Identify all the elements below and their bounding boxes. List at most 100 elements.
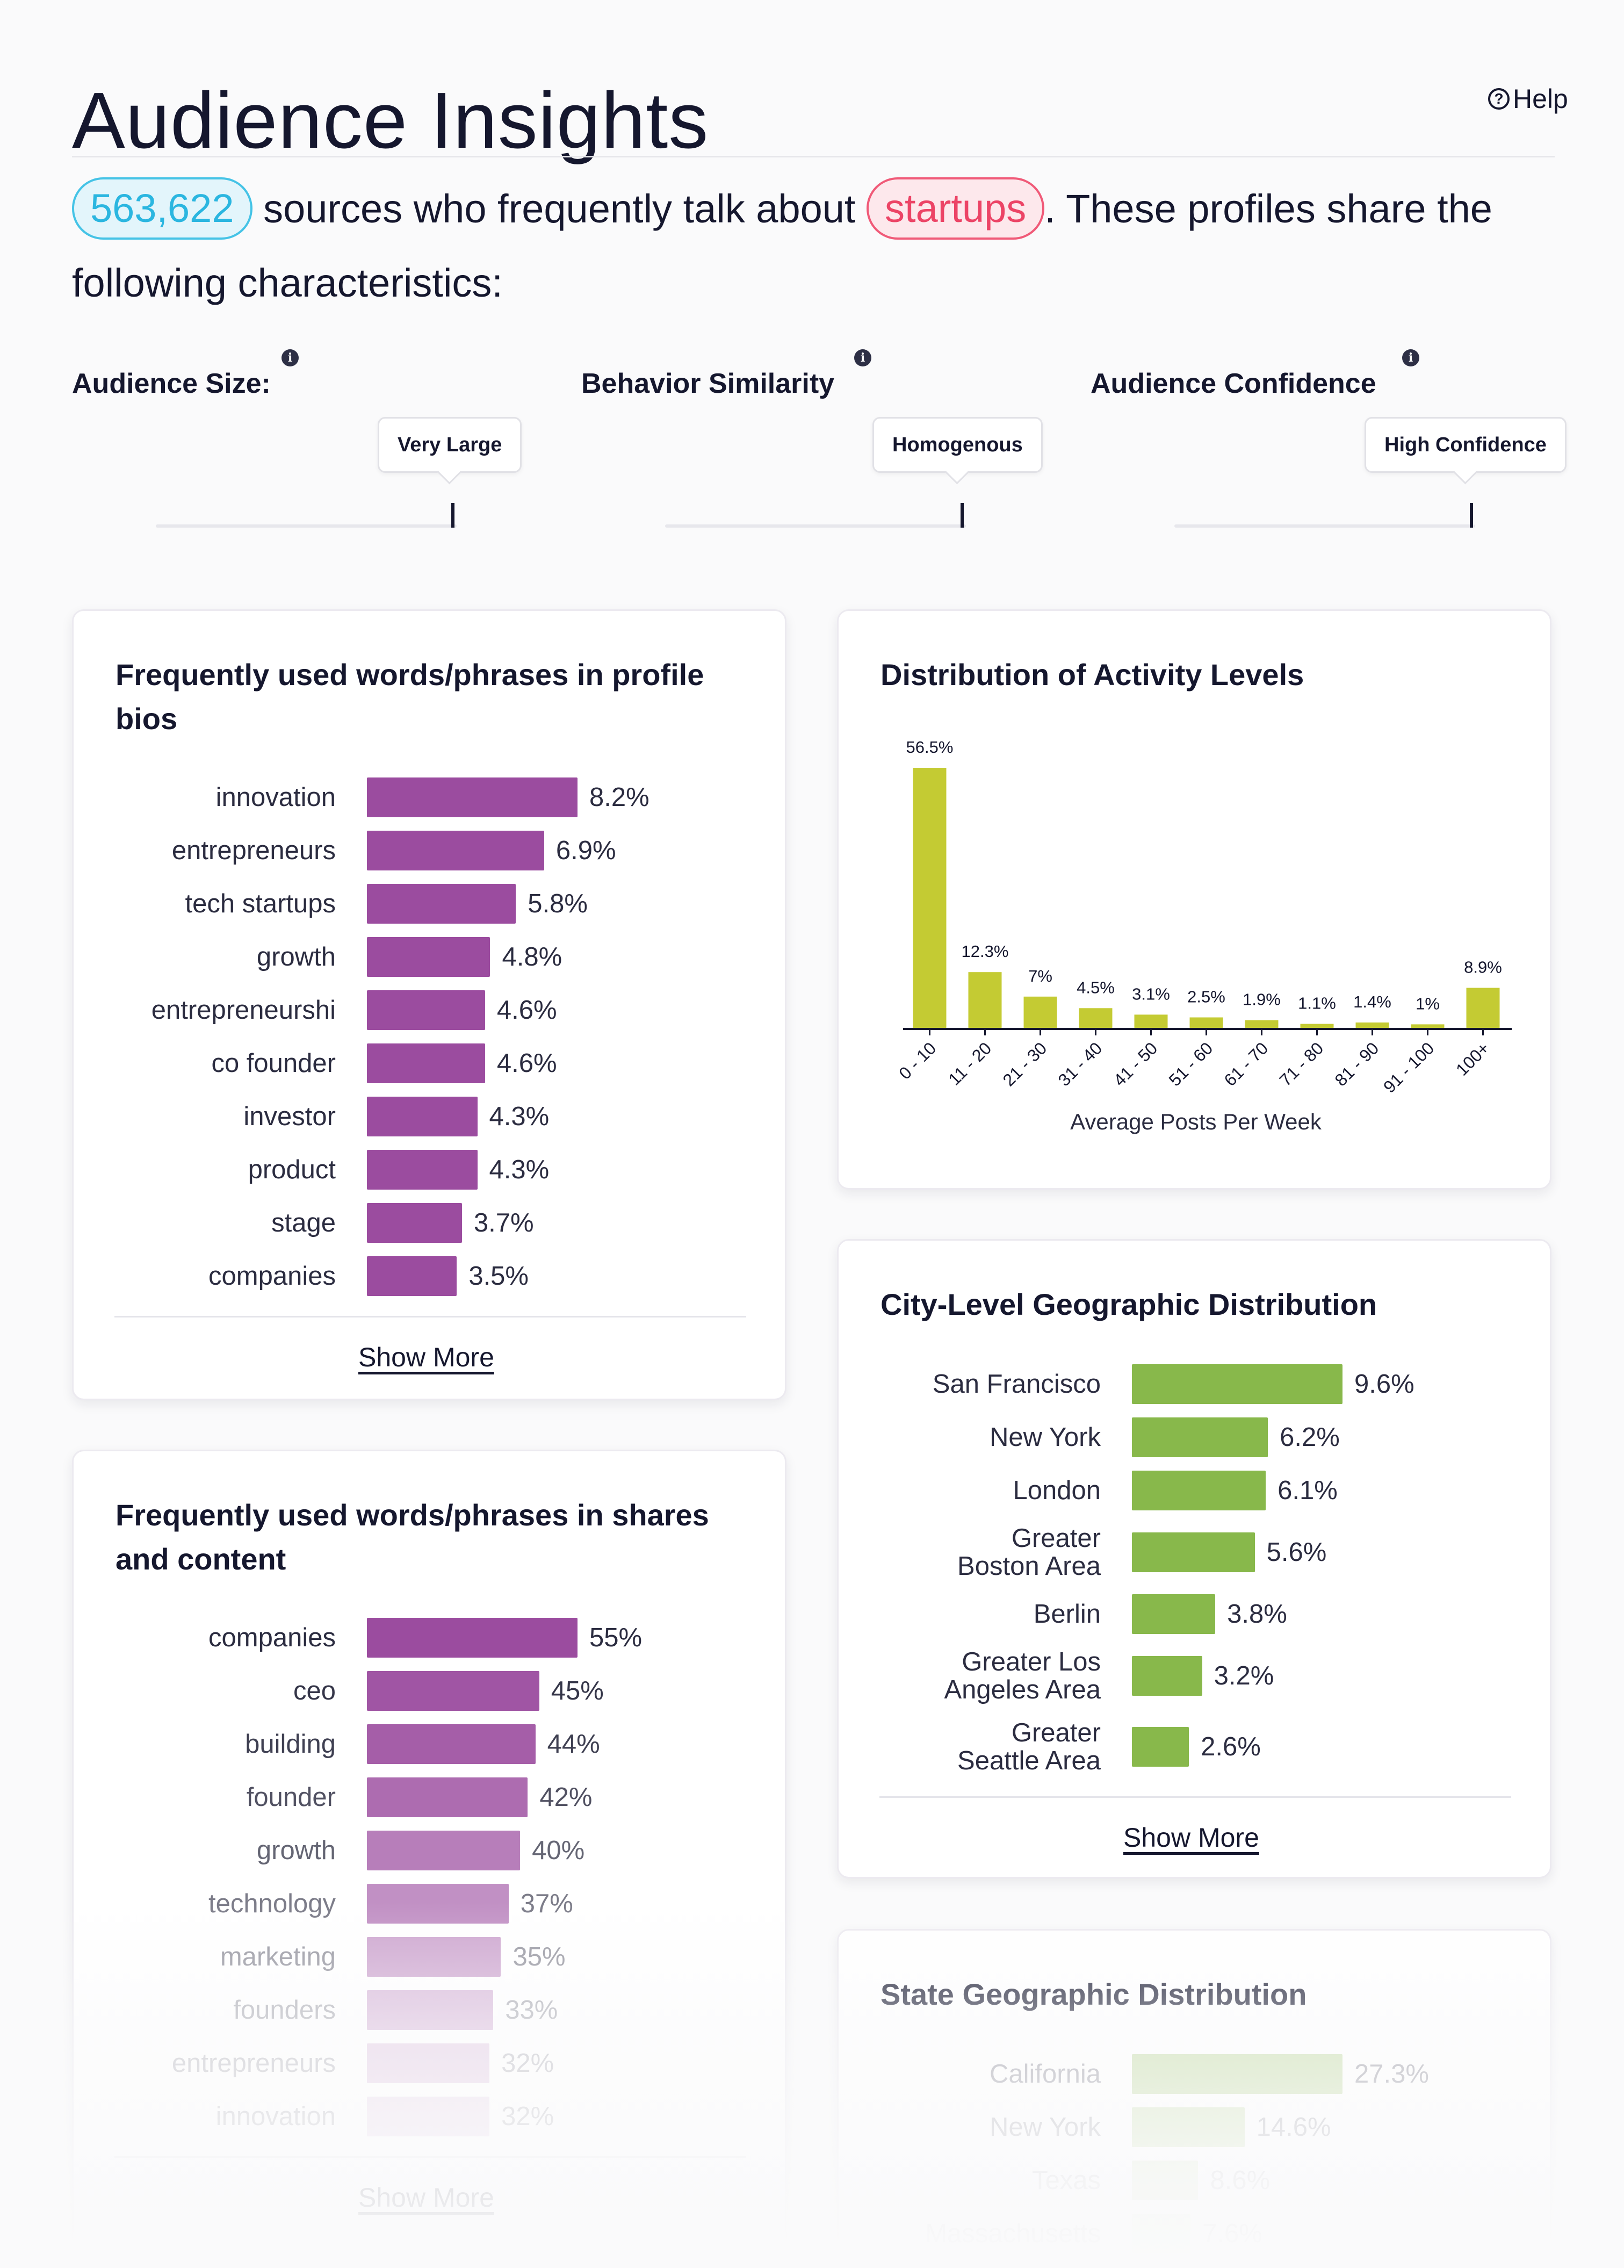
card-divider: [114, 1316, 746, 1317]
bar: [367, 1884, 509, 1924]
intro-sentence: 563,622 sources who frequently talk abou…: [72, 172, 1565, 320]
bar-label: entrepreneurshi: [151, 996, 336, 1025]
bar: [367, 1990, 494, 2030]
card-title: State Geographic Distribution: [880, 1977, 1307, 2011]
bar: [367, 2097, 490, 2136]
bar-value: 3.2%: [1214, 1661, 1274, 1690]
activity-bar: [913, 768, 947, 1029]
bar-row: companies 3.5%: [74, 1256, 788, 1296]
help-link[interactable]: ? Help: [1488, 83, 1568, 114]
bar-row: San Francisco 9.6%: [839, 1364, 1553, 1404]
bar-value: 35%: [513, 1942, 566, 1971]
bar-row: founder 42%: [74, 1777, 788, 1817]
source-count-badge[interactable]: 563,622: [72, 177, 252, 240]
intro-text-after: . These profiles share the following cha…: [72, 186, 1492, 305]
bar-row: Massachusetts 7.6%: [839, 2214, 1553, 2253]
bar-label: technology: [208, 1889, 336, 1918]
bar-value: 8.2%: [589, 783, 649, 812]
card-title: Distribution of Activity Levels: [880, 658, 1304, 692]
show-more-link[interactable]: Show More: [1123, 1823, 1259, 1853]
x-axis-title: Average Posts Per Week: [1070, 1109, 1322, 1134]
bar-value: 55%: [589, 1623, 643, 1652]
bar-value: 7.6%: [1202, 2219, 1262, 2248]
bar-row: entrepreneurs 32%: [74, 2043, 788, 2083]
bar-row: technology 37%: [74, 1884, 788, 1924]
bar-label: entrepreneurs: [171, 2049, 336, 2078]
bar-label: New York: [989, 2113, 1101, 2142]
bar-row: companies 55%: [74, 1618, 788, 1658]
info-icon[interactable]: i: [1402, 349, 1419, 366]
bar-value: 2.6%: [1201, 1732, 1261, 1761]
activity-value-label: 12.3%: [962, 942, 1009, 961]
x-tick-label: 21 - 30: [999, 1038, 1051, 1090]
bar-row: Greater Los Angeles Area 3.2%: [839, 1647, 1553, 1704]
info-icon[interactable]: i: [854, 349, 871, 366]
card-title: City-Level Geographic Distribution: [880, 1287, 1377, 1321]
bar-value: 42%: [539, 1783, 593, 1812]
x-tick-label: 31 - 40: [1055, 1038, 1106, 1090]
bar-row: growth 40%: [74, 1831, 788, 1870]
activity-bar: [1300, 1024, 1334, 1029]
show-more-link[interactable]: Show More: [358, 1342, 494, 1372]
bar-label: co founder: [211, 1049, 336, 1078]
activity-bar: [1466, 988, 1500, 1029]
activity-bar: [1245, 1020, 1279, 1029]
bar-label: growth: [256, 942, 336, 971]
x-tick-label: 61 - 70: [1221, 1038, 1272, 1090]
bar-label: investor: [243, 1102, 336, 1131]
bar-label: founder: [246, 1783, 336, 1812]
bar-value: 9.6%: [1354, 1370, 1414, 1399]
bar-label: innovation: [215, 2102, 336, 2131]
audience-size-marker: [451, 503, 454, 528]
title-divider: [72, 156, 1555, 157]
activity-bar-chart: 56.5% 0 - 10 12.3% 11 - 20 7% 21 - 30 4.5% 31 -…: [895, 738, 1512, 1134]
activity-levels-card: Distribution of Activity Levels 56.5% 0 -…: [837, 609, 1551, 1190]
show-more-link[interactable]: Show More: [358, 2183, 494, 2213]
bar: [1132, 2214, 1191, 2253]
topic-badge[interactable]: startups: [867, 177, 1045, 240]
bar-value: 5.8%: [528, 889, 588, 918]
city-distribution-card: City-Level Geographic Distribution San F…: [837, 1239, 1551, 1878]
bar-row: marketing 35%: [74, 1937, 788, 1977]
bar-row: entrepreneurshi 4.6%: [74, 990, 788, 1030]
activity-value-label: 1.9%: [1243, 990, 1281, 1009]
bar-label: Texas: [1031, 2166, 1101, 2195]
bar: [367, 1097, 478, 1136]
bar-row: Berlin 3.8%: [839, 1594, 1553, 1634]
bar-value: 37%: [520, 1889, 573, 1918]
activity-value-label: 3.1%: [1132, 984, 1170, 1003]
bar-label: New York: [989, 1423, 1101, 1452]
activity-value-label: 56.5%: [906, 738, 954, 757]
bar-label: growth: [256, 1836, 336, 1865]
bar-label: London: [1013, 1476, 1101, 1505]
bar-value: 40%: [532, 1836, 585, 1865]
bar-label: stage: [271, 1208, 336, 1237]
bar-row: California 27.3%: [839, 2054, 1553, 2094]
bar-value: 44%: [547, 1730, 600, 1759]
help-label: Help: [1513, 84, 1568, 114]
bar-row: New York 6.2%: [839, 1417, 1553, 1457]
bar-row: co founder 4.6%: [74, 1043, 788, 1083]
bar: [367, 1203, 462, 1243]
x-tick-label: 51 - 60: [1165, 1038, 1217, 1090]
bar-label: product: [248, 1155, 336, 1184]
activity-bar: [1355, 1022, 1389, 1029]
bar-label: companies: [208, 1623, 336, 1652]
bar-label: entrepreneurs: [171, 836, 336, 865]
bar-value: 32%: [501, 2102, 554, 2131]
x-tick-label: 71 - 80: [1276, 1038, 1327, 1090]
info-icon[interactable]: i: [282, 349, 299, 366]
bar-value: 6.2%: [1280, 1423, 1340, 1452]
bar-row: London 6.1%: [839, 1471, 1553, 1510]
bar-value: 4.3%: [489, 1102, 550, 1131]
behavior-similarity-value: Homogenous: [872, 417, 1043, 473]
card-title: Frequently used words/phrases in shares …: [116, 1498, 709, 1576]
bar-value: 4.6%: [496, 996, 557, 1025]
activity-value-label: 2.5%: [1187, 987, 1225, 1006]
audience-confidence-label: Audience Confidence: [1091, 368, 1376, 399]
bar-value: 5.6%: [1266, 1538, 1327, 1567]
bar: [367, 1831, 521, 1870]
bar-row: innovation 32%: [74, 2097, 788, 2136]
bar-label: Greater Los Angeles Area: [944, 1647, 1101, 1704]
